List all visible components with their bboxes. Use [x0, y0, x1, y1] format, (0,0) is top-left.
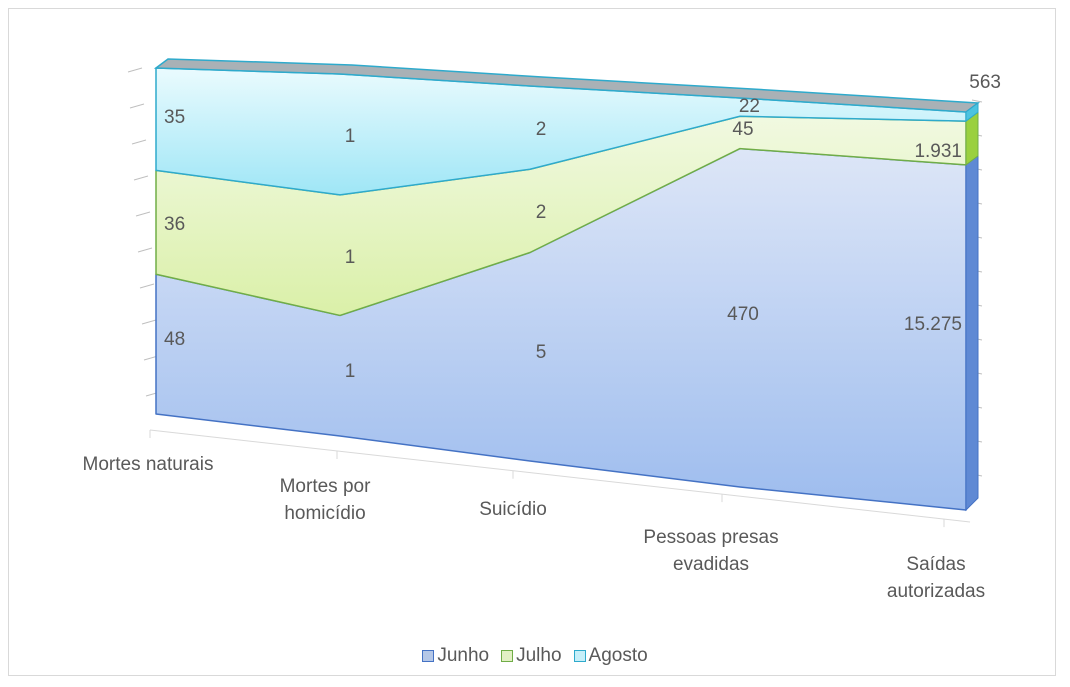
area-right-side-agosto — [965, 102, 979, 123]
data-label-julho: 2 — [536, 202, 547, 223]
legend-label-agosto: Agosto — [588, 645, 648, 666]
x-axis-line — [149, 429, 971, 523]
legend-item-junho: Junho — [422, 645, 489, 667]
y-axis-tick — [129, 103, 145, 109]
y-axis-tick — [139, 283, 155, 289]
data-label-agosto: 563 — [969, 72, 1001, 93]
legend-label-junho: Junho — [437, 645, 490, 666]
x-tick-label: Mortes por — [280, 476, 371, 497]
data-label-julho: 1.931 — [914, 141, 962, 162]
data-label-julho: 36 — [164, 214, 185, 235]
x-tick-label: Suicídio — [479, 499, 547, 520]
legend-swatch-junho — [422, 650, 435, 662]
y-axis-tick — [141, 319, 157, 325]
legend-item-julho: Julho — [501, 645, 562, 667]
legend: Junho Julho Agosto — [0, 645, 1070, 667]
x-axis-labels: Mortes naturais Mortes por homicídio Suicíd… — [83, 454, 986, 602]
x-tick-label: Mortes naturais — [83, 454, 214, 475]
x-tick-label: evadidas — [673, 554, 749, 575]
legend-swatch-agosto — [573, 650, 586, 662]
y-axis-tick — [131, 139, 147, 145]
x-tick-label: Saídas — [906, 554, 965, 575]
data-label-junho: 15.275 — [904, 314, 962, 335]
x-tick-label: autorizadas — [887, 581, 985, 602]
data-label-julho: 1 — [345, 247, 356, 268]
data-label-junho: 470 — [727, 304, 759, 325]
y-axis-tick — [135, 211, 151, 217]
data-label-junho: 48 — [164, 329, 185, 350]
legend-label-julho: Julho — [516, 645, 562, 666]
data-label-agosto: 1 — [345, 126, 356, 147]
data-label-agosto: 2 — [536, 119, 547, 140]
y-axis-tick — [137, 247, 153, 253]
legend-swatch-julho — [501, 650, 514, 662]
legend-item-agosto: Agosto — [573, 645, 648, 667]
y-axis-tick — [133, 175, 149, 181]
series-areas — [153, 58, 981, 512]
data-label-julho: 45 — [732, 119, 753, 140]
data-label-junho: 5 — [536, 342, 547, 363]
x-tick-label: homicídio — [284, 503, 365, 524]
x-tick-label: Pessoas presas — [643, 527, 778, 548]
data-label-agosto: 22 — [739, 96, 760, 117]
data-label-agosto: 35 — [164, 107, 185, 128]
data-label-junho: 1 — [345, 361, 356, 382]
y-axis-tick-right — [971, 99, 983, 103]
y-axis-tick — [127, 67, 143, 73]
